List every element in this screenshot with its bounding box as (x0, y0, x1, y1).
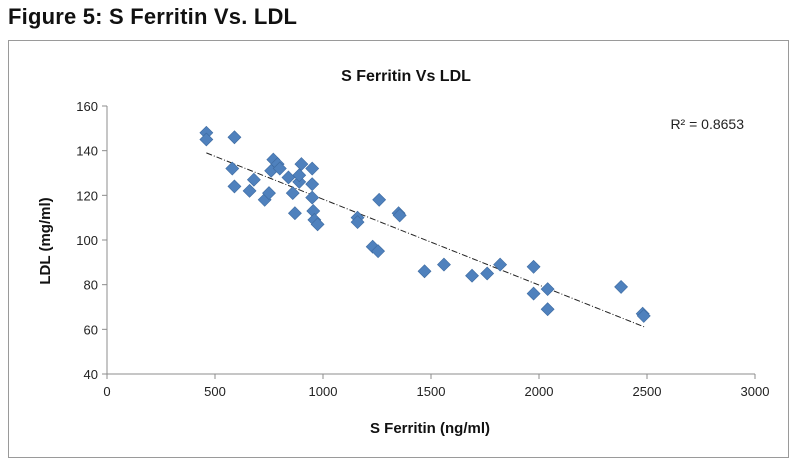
data-point (227, 179, 242, 194)
data-point (199, 132, 214, 147)
x-tick-label: 3000 (741, 384, 770, 399)
data-point (305, 161, 320, 176)
data-point (417, 264, 432, 279)
data-point (392, 208, 407, 223)
x-tick-label: 1000 (309, 384, 338, 399)
x-tick-label: 2000 (525, 384, 554, 399)
data-point (272, 161, 287, 176)
data-point (480, 266, 495, 281)
data-point (225, 161, 240, 176)
x-axis-title: S Ferritin (ng/ml) (370, 420, 490, 437)
data-point (437, 257, 451, 272)
y-tick-label: 160 (76, 99, 98, 114)
data-point (242, 183, 257, 198)
data-point (287, 206, 302, 221)
data-point (493, 257, 508, 272)
data-point (371, 244, 386, 259)
data-point (310, 217, 325, 232)
r-squared-label: R² = 0.8653 (670, 116, 744, 132)
y-tick-label: 100 (76, 233, 98, 248)
data-point (227, 130, 242, 145)
chart-title: S Ferritin Vs LDL (341, 68, 471, 85)
data-point (305, 190, 320, 205)
data-point (614, 279, 629, 294)
trendline-layer (206, 152, 646, 328)
data-point (636, 309, 651, 323)
data-point (465, 268, 479, 283)
x-tick-label: 1500 (417, 384, 446, 399)
figure-caption: Figure 5: S Ferritin Vs. LDL (8, 4, 298, 29)
data-point (540, 282, 555, 297)
y-tick-label: 40 (84, 367, 98, 382)
data-point (285, 186, 300, 201)
y-tick-label: 120 (76, 188, 98, 203)
data-point (372, 192, 387, 207)
points-layer (199, 125, 651, 323)
y-tick-label: 140 (76, 144, 98, 159)
data-point (292, 168, 307, 183)
data-point (526, 286, 541, 301)
scatter-chart: S Ferritin Vs LDL LDL (mg/ml) S Ferritin… (37, 68, 769, 437)
y-axis-title: LDL (mg/ml) (37, 197, 54, 284)
trendline (206, 152, 646, 328)
chart-frame: S Ferritin Vs LDL LDL (mg/ml) S Ferritin… (8, 40, 789, 458)
data-point (262, 186, 276, 201)
x-tick-label: 500 (204, 384, 226, 399)
y-tick-label: 80 (84, 278, 98, 293)
y-tick-label: 60 (84, 322, 98, 337)
data-point (246, 172, 261, 187)
x-tick-label: 2500 (633, 384, 662, 399)
axes-layer: 40 60 80 100 120 140 160 0 500 1000 1500 2000 2500 30… (76, 99, 769, 399)
data-point (294, 157, 309, 171)
data-point (540, 302, 555, 317)
data-point (305, 177, 320, 192)
data-point (350, 215, 365, 230)
data-point (526, 259, 541, 274)
x-tick-label: 0 (103, 384, 110, 399)
